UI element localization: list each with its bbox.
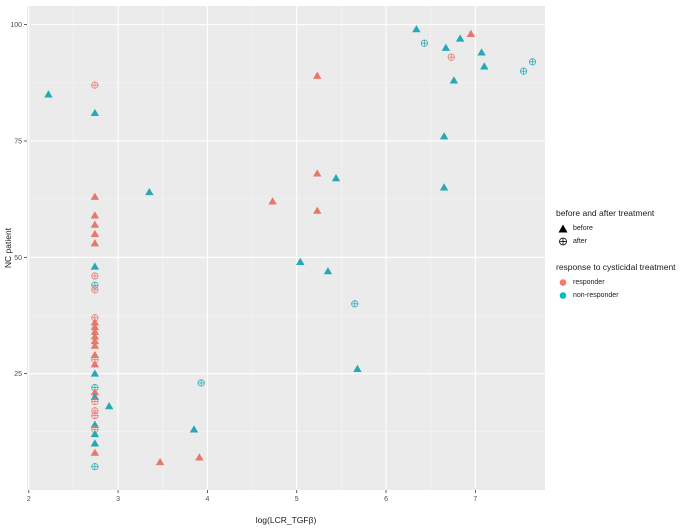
data-point-before-non-responder — [412, 25, 421, 33]
data-point-before-non-responder — [90, 439, 100, 447]
data-point-before-non-responder — [323, 267, 333, 275]
data-point-after-responder — [447, 53, 455, 61]
data-point-before-non-responder — [189, 425, 199, 433]
data-point-after-responder — [91, 272, 99, 280]
data-point-before-responder — [313, 71, 322, 79]
y-tick-label: 75 — [14, 138, 22, 145]
legend-shape-title: before and after treatment — [556, 208, 655, 218]
data-point-before-responder — [90, 220, 100, 228]
legend-item-before: before — [556, 222, 684, 235]
data-point-before-responder — [90, 211, 100, 219]
x-tick-label: 4 — [205, 496, 209, 503]
data-point-before-non-responder — [90, 369, 100, 377]
data-point-after-non-responder — [351, 300, 359, 308]
data-point-before-non-responder — [90, 420, 100, 428]
data-point-after-non-responder — [519, 67, 528, 75]
data-point-before-non-responder — [331, 173, 341, 182]
data-point-before-non-responder — [353, 364, 362, 373]
data-point-before-non-responder — [90, 108, 100, 117]
data-point-before-responder — [90, 336, 100, 345]
non-responder-dot-icon — [556, 289, 570, 302]
data-point-before-non-responder — [44, 90, 53, 98]
legend-item-non-responder: non-responder — [556, 289, 684, 302]
data-point-before-non-responder — [90, 429, 100, 438]
legend-color-group: response to cysticidal treatment respond… — [556, 262, 684, 302]
data-point-before-non-responder — [104, 402, 114, 410]
y-tick-label: 100 — [10, 22, 22, 29]
y-tick-label: 50 — [14, 255, 22, 262]
x-tick-label: 5 — [295, 496, 299, 503]
data-point-before-responder — [90, 327, 100, 335]
data-point-before-non-responder — [455, 34, 465, 42]
data-point-after-non-responder — [420, 39, 429, 47]
data-points — [44, 25, 537, 471]
data-point-before-non-responder — [90, 392, 100, 400]
data-point-before-responder — [90, 192, 100, 200]
data-point-before-non-responder — [449, 76, 459, 84]
data-point-before-non-responder — [90, 262, 100, 270]
data-point-before-non-responder — [477, 48, 486, 56]
data-point-before-responder — [90, 388, 100, 396]
legend-item-after: after — [556, 235, 684, 248]
data-point-after-non-responder — [528, 58, 537, 66]
triangle-icon — [556, 222, 570, 235]
data-point-before-responder — [90, 360, 100, 368]
data-point-before-non-responder — [480, 62, 489, 70]
data-point-after-non-responder — [91, 463, 99, 471]
x-tick-label: 6 — [384, 496, 388, 503]
x-tick-label: 3 — [116, 496, 120, 503]
data-point-before-responder — [90, 350, 100, 359]
data-point-before-non-responder — [439, 132, 449, 140]
responder-dot-icon — [556, 276, 570, 289]
data-point-after-non-responder — [197, 379, 205, 387]
x-tick-label: 7 — [473, 496, 477, 503]
data-point-before-responder — [90, 448, 100, 456]
y-axis-title: NC patient — [3, 227, 13, 268]
legend-color-title: response to cysticidal treatment — [556, 262, 676, 272]
data-point-after-responder — [91, 398, 99, 406]
data-point-after-responder — [91, 411, 99, 420]
data-point-before-responder — [90, 229, 100, 238]
legend-label-responder: responder — [573, 279, 605, 286]
data-point-before-responder — [195, 453, 204, 461]
legend: before and after treatment before after … — [556, 208, 684, 316]
data-point-before-responder — [90, 239, 100, 247]
data-point-before-responder — [155, 457, 165, 466]
data-point-after-responder — [91, 81, 99, 89]
legend-shape-group: before and after treatment before after — [556, 208, 684, 248]
y-tick-label: 25 — [14, 371, 22, 378]
data-point-before-non-responder — [145, 187, 154, 196]
circle-plus-icon — [556, 235, 570, 248]
data-point-before-responder — [90, 341, 100, 349]
x-axis-title: log(LCR_TGFβ) — [256, 515, 317, 525]
data-point-before-non-responder — [441, 43, 451, 51]
axes: 2 3 4 5 6 7 25 50 75 100 — [10, 22, 477, 503]
data-point-before-responder — [268, 197, 277, 205]
data-point-before-responder — [90, 318, 100, 326]
legend-label-after: after — [573, 238, 588, 245]
data-point-before-responder — [90, 332, 100, 340]
data-point-before-responder — [466, 29, 476, 37]
grid-lines — [27, 6, 545, 490]
data-point-before-responder — [313, 206, 322, 214]
data-point-before-non-responder — [296, 257, 305, 265]
plot-panel — [27, 6, 545, 490]
x-tick-label: 2 — [27, 496, 31, 503]
data-point-before-non-responder — [439, 183, 449, 191]
data-point-before-responder — [90, 322, 100, 331]
legend-label-non-responder: non-responder — [573, 292, 619, 299]
legend-label-before: before — [573, 225, 593, 232]
legend-item-responder: responder — [556, 276, 684, 289]
data-point-after-responder — [91, 286, 99, 294]
data-point-before-responder — [313, 169, 322, 177]
